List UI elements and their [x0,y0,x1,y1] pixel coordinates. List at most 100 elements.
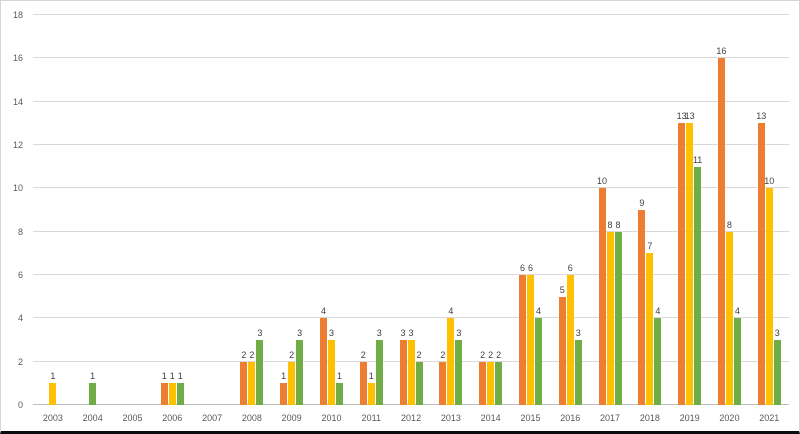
x-tick-label-2012: 2012 [401,413,422,423]
bar-value-label: 3 [328,328,334,339]
bar-gold-2010: 3 [327,328,335,405]
bar-value-label: 8 [607,219,613,230]
bar-value-label: 13 [684,111,695,122]
gridline [33,317,789,319]
bar-green-2019: 11 [693,155,702,405]
bar-orange-2006: 1 [160,371,168,405]
bar-value-label: 2 [488,349,494,360]
bar-value-label: 3 [376,328,382,339]
x-tick-label-2014: 2014 [480,413,501,423]
bar-value-label: 6 [567,263,573,274]
gridline [33,187,789,189]
bar-value-label: 8 [726,219,732,230]
x-tick-label-2020: 2020 [719,413,740,423]
bar-value-label: 2 [480,349,486,360]
x-tick-label-2010: 2010 [321,413,342,423]
bar-orange-2020: 16 [716,46,726,405]
bar-orange-2011: 2 [359,350,367,405]
bar-value-label: 1 [169,371,175,382]
gridline [33,14,789,15]
bar-gold-2012: 3 [407,328,415,405]
bar-green-2020: 4 [733,306,741,405]
y-tick-label: 16 [12,53,23,64]
bar-value-label: 11 [692,154,703,165]
bar-green-2006: 1 [176,371,184,405]
bar-green-2014: 2 [495,350,503,405]
bar-gold-2020: 8 [725,220,733,405]
bar-group-2018: 9 7 4 [630,15,670,405]
x-tick-label-2006: 2006 [162,413,183,423]
x-tick-label-2009: 2009 [281,413,302,423]
x-tick-label-2016: 2016 [560,413,581,423]
bar-value-label: 1 [50,371,56,382]
bar-value-label: 1 [177,371,183,382]
bar-group-2003: 1 [33,15,73,405]
x-tick-label-2013: 2013 [440,413,461,423]
bar-green-2016: 3 [574,328,582,405]
bar-orange-2018: 9 [638,198,646,405]
bar-gold-2014: 2 [487,350,495,405]
bar-value-label: 1 [281,371,287,382]
gridline [33,274,789,276]
x-tick-label-2003: 2003 [42,413,63,423]
bar-green-2018: 4 [654,306,662,405]
bar-value-label: 2 [440,349,446,360]
bar-gold-2021: 10 [764,176,774,405]
bar-value-label: 1 [90,371,96,382]
bar-value-label: 1 [161,371,167,382]
bar-green-2008: 3 [256,328,264,405]
x-tick-label-2011: 2011 [361,413,381,423]
bar-value-label: 3 [774,328,780,339]
bar-green-2017: 8 [614,220,622,405]
gridline [33,100,789,102]
bar-green-2011: 3 [375,328,383,405]
bar-orange-2008: 2 [240,350,248,405]
bar-gold-2015: 6 [526,263,534,405]
bar-orange-2009: 1 [280,371,288,405]
bar-green-2012: 2 [415,350,423,405]
bar-value-label: 6 [519,263,525,274]
bar-orange-2021: 13 [756,111,766,405]
bar-orange-2019: 13 [677,111,687,405]
bar-orange-2015: 6 [518,263,526,405]
bar-value-label: 2 [496,349,502,360]
x-tick-label-2004: 2004 [82,413,103,423]
bar-gold-2017: 8 [606,220,614,405]
bar-gold-2018: 7 [646,241,654,405]
bar-green-2021: 3 [773,328,781,405]
bar-value-label: 13 [676,111,687,122]
bar-value-label: 3 [456,328,462,339]
bar-group-2005 [113,15,153,405]
bar-gold-2003: 1 [49,371,57,405]
bar-gold-2013: 4 [447,306,455,405]
bar-green-2013: 3 [455,328,463,405]
bar-value-label: 2 [241,349,247,360]
y-tick-label: 10 [12,183,23,194]
bar-value-label: 5 [559,284,565,295]
gridline [33,230,789,232]
x-tick-label-2007: 2007 [202,413,223,423]
bar-green-2009: 3 [296,328,304,405]
bar-value-label: 6 [527,263,533,274]
bar-gold-2019: 13 [685,111,695,405]
bar-orange-2010: 4 [319,306,327,405]
bar-value-label: 2 [360,349,366,360]
bar-value-label: 16 [716,46,727,57]
x-tick-label-2005: 2005 [122,413,143,423]
y-tick-label: 4 [17,313,23,324]
bar-value-label: 1 [336,371,342,382]
bar-group-2020: 16 8 4 [710,15,750,405]
bar-value-label: 1 [368,371,374,382]
bar-value-label: 8 [615,219,621,230]
bar-value-label: 4 [320,306,326,317]
